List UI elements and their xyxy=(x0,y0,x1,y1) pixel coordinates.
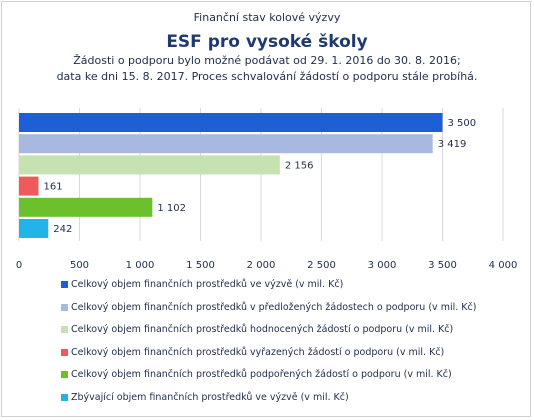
bar xyxy=(19,134,433,154)
bar-data-label: 2 156 xyxy=(285,160,314,171)
x-tick-label: 4 000 xyxy=(489,260,518,271)
x-tick-label: 1 000 xyxy=(126,260,155,271)
legend-swatch xyxy=(61,348,68,356)
bar-data-label: 1 102 xyxy=(157,203,186,214)
chart-title: ESF pro vysoké školy xyxy=(166,32,368,52)
bar xyxy=(19,219,49,238)
chart-subtitle-line-2: data ke dni 15. 8. 2017. Proces schvalov… xyxy=(56,70,478,83)
legend-swatch xyxy=(61,281,68,288)
x-tick-label: 3 000 xyxy=(368,260,397,271)
bar-data-label: 3 419 xyxy=(438,139,467,150)
bar xyxy=(19,113,443,132)
legend-label: Zbývající objem finančních prostředků ve… xyxy=(71,391,349,403)
bar xyxy=(19,155,280,175)
legend-swatch xyxy=(61,371,68,379)
x-tick-label: 1 500 xyxy=(186,260,215,271)
x-tick-label: 3 500 xyxy=(428,260,457,271)
legend-swatch xyxy=(61,393,68,401)
legend-swatch xyxy=(61,326,68,334)
bar xyxy=(19,176,39,196)
legend-label: Celkový objem finančních prostředků vyřa… xyxy=(71,346,445,358)
legend-label: Celkový objem finančních prostředků hodn… xyxy=(71,324,454,336)
legend-label: Celkový objem finančních prostředků ve v… xyxy=(71,279,344,290)
bar-data-label: 3 500 xyxy=(448,118,477,129)
chart-subtitle-line-1: Žádosti o podporu bylo možné podávat od … xyxy=(73,54,461,67)
bar xyxy=(19,197,153,217)
legend-swatch xyxy=(61,303,68,311)
chart-supertitle: Finanční stav kolové výzvy xyxy=(193,11,341,24)
x-tick-label: 500 xyxy=(70,260,89,271)
x-tick-label: 2 500 xyxy=(307,260,336,271)
x-tick-label: 2 000 xyxy=(247,260,276,271)
legend-label: Celkový objem finančních prostředků podp… xyxy=(71,369,452,381)
x-tick-label: 0 xyxy=(16,260,22,271)
legend-label: Celkový objem finančních prostředků v př… xyxy=(71,301,477,313)
bar-data-label: 242 xyxy=(53,224,72,235)
bar-data-label: 161 xyxy=(43,182,62,193)
